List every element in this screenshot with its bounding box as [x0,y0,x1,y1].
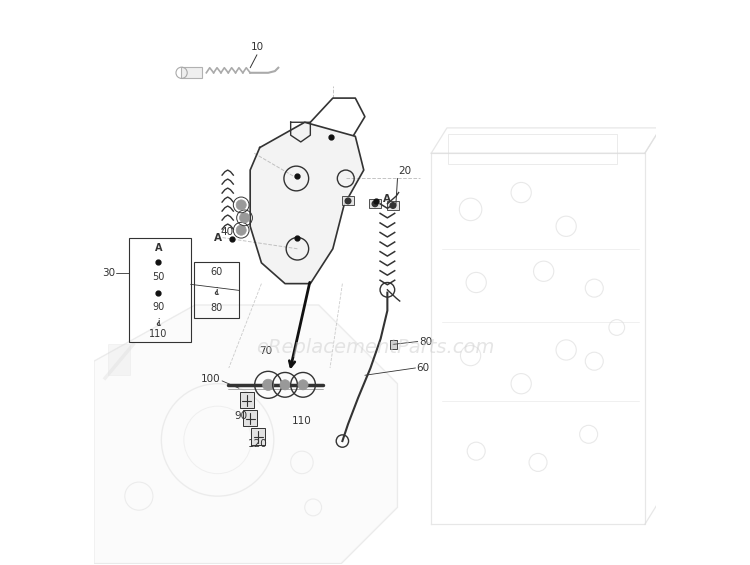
Text: 20: 20 [398,166,412,176]
Bar [251,428,265,445]
Text: 110: 110 [149,329,167,339]
Text: ⸘: ⸘ [214,285,220,295]
Circle shape [236,225,246,235]
Text: 40: 40 [220,227,233,237]
Circle shape [345,198,351,204]
Text: 100: 100 [201,374,220,384]
Circle shape [239,213,250,223]
Bar [387,201,399,210]
Bar [369,199,381,208]
Text: 110: 110 [292,416,312,427]
Bar [448,133,616,164]
Bar [194,262,239,319]
Text: 90: 90 [235,411,248,421]
Text: A: A [383,194,392,205]
Bar [390,340,397,349]
Circle shape [390,203,396,208]
Text: 120: 120 [248,439,268,449]
Text: ⸘: ⸘ [155,316,161,326]
Circle shape [262,379,274,390]
Bar [108,344,130,375]
Text: 70: 70 [260,346,273,356]
Text: A: A [154,243,162,253]
Circle shape [236,200,246,210]
Bar [129,237,190,341]
Bar [342,197,354,206]
Bar [240,392,254,408]
Text: 80: 80 [210,303,223,314]
Polygon shape [94,305,398,564]
Circle shape [372,201,378,207]
Text: 10: 10 [251,42,263,52]
Circle shape [280,380,290,390]
Bar [181,67,203,79]
Bar [244,410,257,427]
Text: 30: 30 [102,268,116,278]
Text: eReplacementParts.com: eReplacementParts.com [256,338,494,357]
Text: 50: 50 [152,272,164,282]
Polygon shape [251,122,364,284]
Text: 60: 60 [416,363,430,373]
Text: 60: 60 [210,267,223,277]
Circle shape [298,380,308,390]
Text: 90: 90 [152,302,164,312]
Text: 80: 80 [419,337,432,346]
Text: A: A [214,233,222,242]
